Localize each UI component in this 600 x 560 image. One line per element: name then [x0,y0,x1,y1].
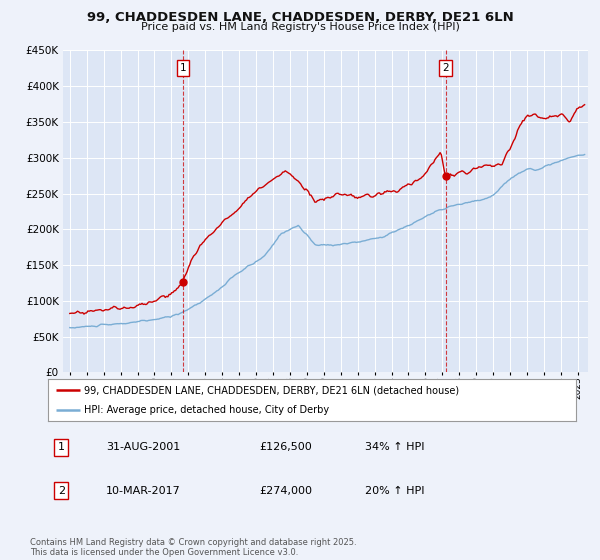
Text: 10-MAR-2017: 10-MAR-2017 [106,486,181,496]
Text: 1: 1 [179,63,186,73]
Text: Price paid vs. HM Land Registry's House Price Index (HPI): Price paid vs. HM Land Registry's House … [140,22,460,32]
Text: Contains HM Land Registry data © Crown copyright and database right 2025.
This d: Contains HM Land Registry data © Crown c… [30,538,356,557]
Text: 2: 2 [58,486,65,496]
Text: 34% ↑ HPI: 34% ↑ HPI [365,442,424,452]
Text: 99, CHADDESDEN LANE, CHADDESDEN, DERBY, DE21 6LN (detached house): 99, CHADDESDEN LANE, CHADDESDEN, DERBY, … [84,385,459,395]
Text: £274,000: £274,000 [259,486,312,496]
Text: 99, CHADDESDEN LANE, CHADDESDEN, DERBY, DE21 6LN: 99, CHADDESDEN LANE, CHADDESDEN, DERBY, … [86,11,514,24]
Text: 31-AUG-2001: 31-AUG-2001 [106,442,181,452]
Text: 2: 2 [442,63,449,73]
Text: 1: 1 [58,442,65,452]
Text: £126,500: £126,500 [259,442,312,452]
Text: 20% ↑ HPI: 20% ↑ HPI [365,486,424,496]
Text: HPI: Average price, detached house, City of Derby: HPI: Average price, detached house, City… [84,405,329,415]
